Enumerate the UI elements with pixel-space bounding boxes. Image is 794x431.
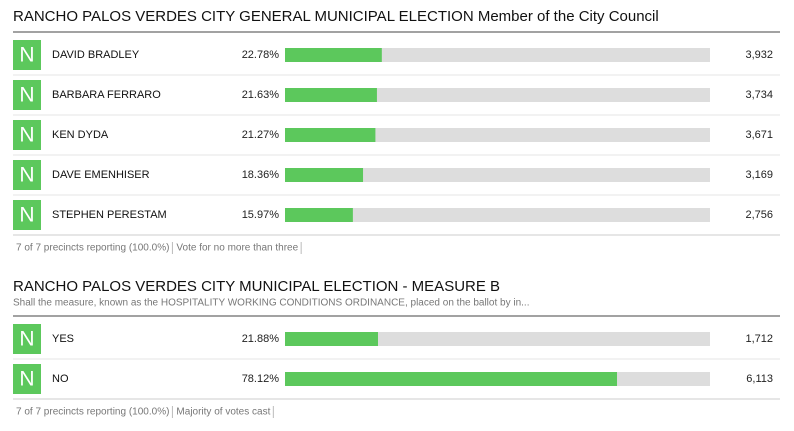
candidate-name: KEN DYDA [52, 129, 109, 141]
bar [285, 332, 378, 346]
bar-track [285, 88, 710, 102]
bar [285, 128, 376, 142]
vote-count: 2,756 [745, 209, 773, 221]
vote-count: 6,113 [746, 373, 773, 385]
percent-label: 21.27% [242, 129, 280, 141]
vote-count: 1,712 [745, 333, 773, 345]
vote-count: 3,169 [745, 169, 773, 181]
candidate-name: DAVE EMENHISER [52, 169, 150, 181]
bar-track [285, 48, 710, 62]
percent-label: 18.36% [242, 169, 280, 181]
badge [13, 40, 41, 70]
badge-letter: N [19, 124, 34, 147]
badge [13, 364, 41, 394]
badge-letter: N [19, 368, 34, 391]
bar-track [285, 332, 710, 346]
badge [13, 120, 41, 150]
bar [285, 88, 377, 102]
candidate-name: YES [52, 333, 74, 345]
bar [285, 168, 364, 182]
candidate-name: BARBARA FERRARO [52, 89, 161, 101]
footer-text: 7 of 7 precincts reporting (100.0%) [16, 243, 169, 254]
vote-count: 3,932 [745, 49, 773, 61]
badge [13, 200, 41, 230]
bar-track [285, 208, 710, 222]
footer-text: 7 of 7 precincts reporting (100.0%) [16, 407, 169, 418]
badge [13, 324, 41, 354]
footer-text: Majority of votes cast [176, 407, 270, 418]
badge [13, 80, 41, 110]
vote-count: 3,734 [745, 89, 773, 101]
percent-label: 15.97% [242, 209, 280, 221]
badge [13, 160, 41, 190]
badge-letter: N [19, 84, 34, 107]
contest-title: RANCHO PALOS VERDES CITY MUNICIPAL ELECT… [13, 278, 500, 295]
bar [285, 48, 382, 62]
vote-count: 3,671 [745, 129, 773, 141]
badge-letter: N [19, 164, 34, 187]
bar-track [285, 168, 710, 182]
percent-label: 78.12% [242, 373, 280, 385]
candidate-name: DAVID BRADLEY [52, 49, 140, 61]
contest-subtitle: Shall the measure, known as the HOSPITAL… [13, 298, 529, 309]
bar-track [285, 128, 710, 142]
bar [285, 208, 353, 222]
percent-label: 21.88% [242, 333, 280, 345]
percent-label: 22.78% [242, 49, 280, 61]
contest-title: RANCHO PALOS VERDES CITY GENERAL MUNICIP… [13, 8, 659, 25]
footer-text: Vote for no more than three [176, 243, 298, 254]
badge-letter: N [19, 328, 34, 351]
candidate-name: STEPHEN PERESTAM [52, 209, 167, 221]
badge-letter: N [19, 44, 34, 67]
candidate-name: NO [52, 373, 69, 385]
badge-letter: N [19, 204, 34, 227]
percent-label: 21.63% [242, 89, 280, 101]
bar [285, 372, 618, 386]
